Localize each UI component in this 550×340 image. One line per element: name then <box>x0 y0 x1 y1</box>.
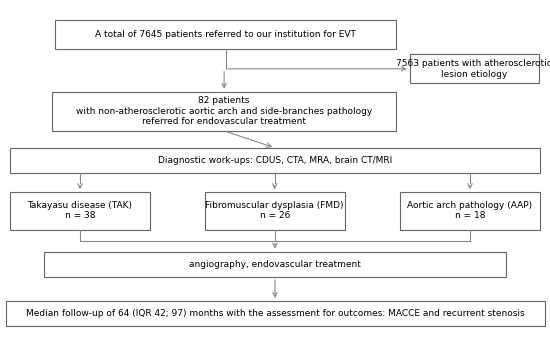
Text: Fibromuscular dysplasia (FMD)
n = 26: Fibromuscular dysplasia (FMD) n = 26 <box>206 201 344 221</box>
FancyBboxPatch shape <box>55 20 396 49</box>
FancyBboxPatch shape <box>10 148 540 173</box>
Text: 7563 patients with atherosclerotic
lesion etiology: 7563 patients with atherosclerotic lesio… <box>397 59 550 79</box>
Text: angiography, endovascular treatment: angiography, endovascular treatment <box>189 260 361 269</box>
Text: Aortic arch pathology (AAP)
n = 18: Aortic arch pathology (AAP) n = 18 <box>408 201 532 221</box>
FancyBboxPatch shape <box>410 54 539 83</box>
Text: A total of 7645 patients referred to our institution for EVT: A total of 7645 patients referred to our… <box>95 30 356 39</box>
FancyBboxPatch shape <box>10 192 150 230</box>
FancyBboxPatch shape <box>52 92 396 131</box>
FancyBboxPatch shape <box>44 252 506 277</box>
Text: Median follow-up of 64 (IQR 42; 97) months with the assessment for outcomes: MAC: Median follow-up of 64 (IQR 42; 97) mont… <box>26 309 524 318</box>
FancyBboxPatch shape <box>205 192 345 230</box>
Text: Takayasu disease (TAK)
n = 38: Takayasu disease (TAK) n = 38 <box>28 201 133 221</box>
Text: 82 patients
with non-atherosclerotic aortic arch and side-branches pathology
ref: 82 patients with non-atherosclerotic aor… <box>76 97 372 126</box>
FancyBboxPatch shape <box>6 301 544 326</box>
FancyBboxPatch shape <box>400 192 540 230</box>
Text: Diagnostic work-ups: CDUS, CTA, MRA, brain CT/MRI: Diagnostic work-ups: CDUS, CTA, MRA, bra… <box>158 156 392 165</box>
